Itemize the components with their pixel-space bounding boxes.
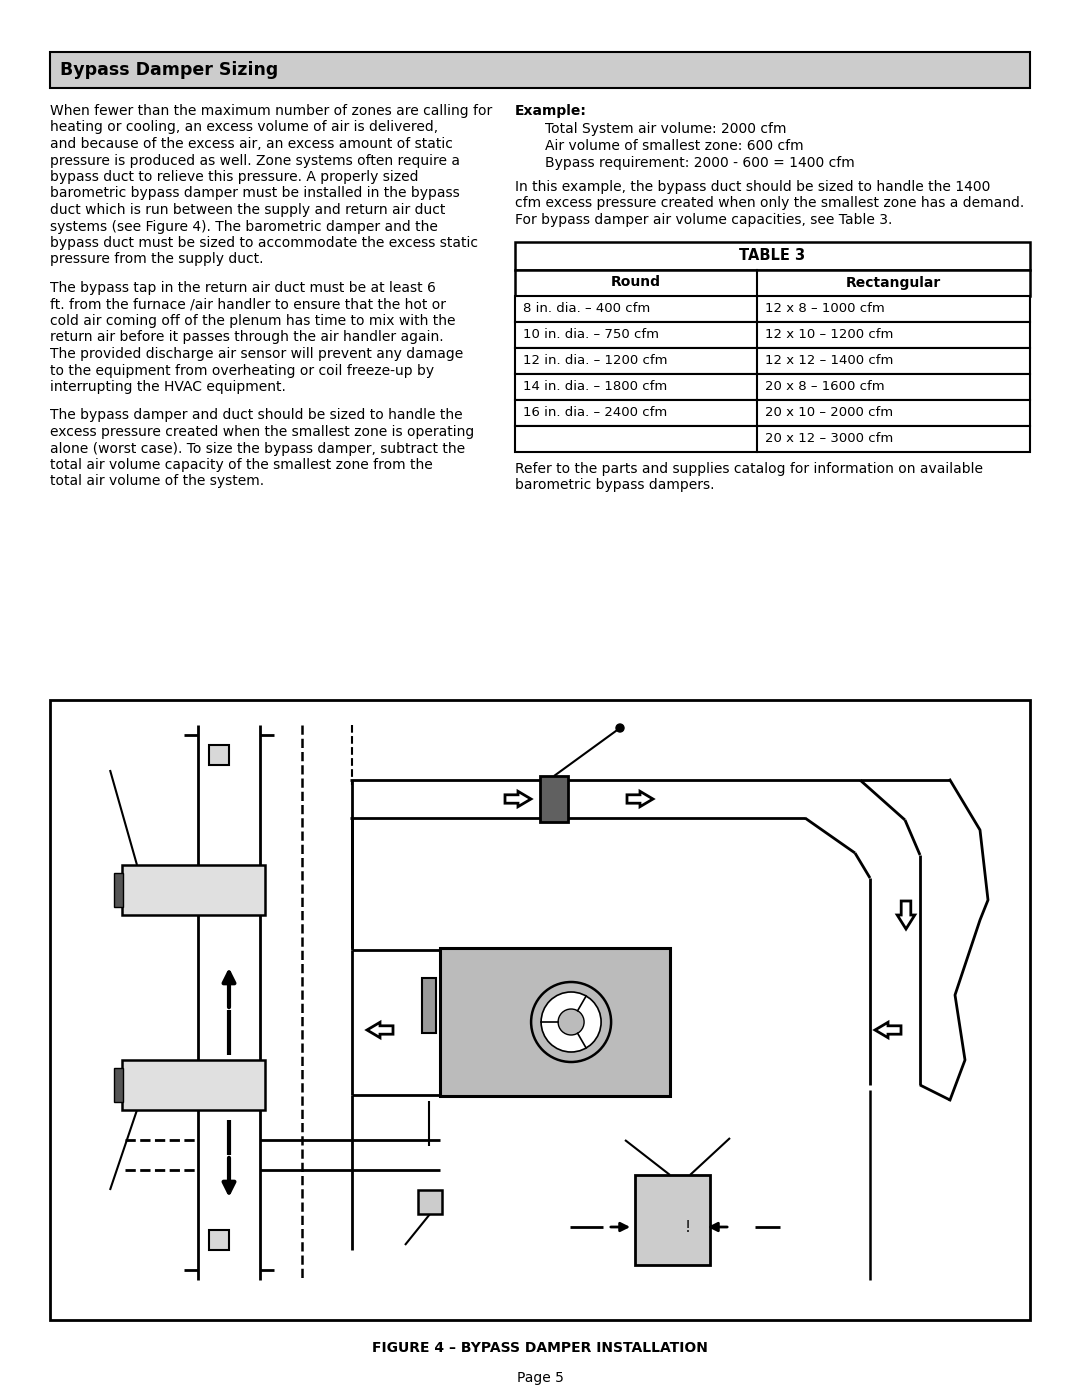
Text: Rectangular: Rectangular	[846, 275, 941, 289]
Text: For bypass damper air volume capacities, see Table 3.: For bypass damper air volume capacities,…	[515, 212, 892, 226]
Text: Page 5: Page 5	[516, 1370, 564, 1384]
Bar	[515, 426, 1030, 451]
Bar	[122, 1060, 265, 1111]
Text: duct which is run between the supply and return air duct: duct which is run between the supply and…	[50, 203, 445, 217]
Text: and because of the excess air, an excess amount of static: and because of the excess air, an excess…	[50, 137, 453, 151]
Text: alone (worst case). To size the bypass damper, subtract the: alone (worst case). To size the bypass d…	[50, 441, 465, 455]
Text: 20 x 12 – 3000 cfm: 20 x 12 – 3000 cfm	[765, 432, 893, 446]
Text: Refer to the parts and supplies catalog for information on available: Refer to the parts and supplies catalog …	[515, 461, 983, 475]
Bar	[515, 270, 1030, 296]
Circle shape	[531, 982, 611, 1062]
Text: TABLE 3: TABLE 3	[740, 249, 806, 263]
Text: pressure is produced as well. Zone systems often require a: pressure is produced as well. Zone syste…	[50, 154, 460, 168]
Text: When fewer than the maximum number of zones are calling for: When fewer than the maximum number of zo…	[50, 103, 492, 117]
Text: ft. from the furnace /air handler to ensure that the hot or: ft. from the furnace /air handler to ens…	[50, 298, 446, 312]
Bar	[50, 700, 1030, 1320]
Text: The provided discharge air sensor will prevent any damage: The provided discharge air sensor will p…	[50, 346, 463, 360]
Polygon shape	[627, 791, 653, 806]
Text: interrupting the HVAC equipment.: interrupting the HVAC equipment.	[50, 380, 286, 394]
Text: barometric bypass dampers.: barometric bypass dampers.	[515, 478, 715, 492]
Text: total air volume capacity of the smallest zone from the: total air volume capacity of the smalles…	[50, 458, 433, 472]
Text: 12 x 8 – 1000 cfm: 12 x 8 – 1000 cfm	[765, 302, 885, 314]
Polygon shape	[875, 1023, 901, 1038]
Text: bypass duct to relieve this pressure. A properly sized: bypass duct to relieve this pressure. A …	[50, 170, 419, 184]
Text: 12 in. dia. – 1200 cfm: 12 in. dia. – 1200 cfm	[523, 353, 667, 367]
Bar	[418, 1190, 442, 1214]
Polygon shape	[897, 901, 915, 929]
Text: total air volume of the system.: total air volume of the system.	[50, 475, 265, 489]
Text: Example:: Example:	[515, 103, 586, 117]
Bar	[210, 1229, 229, 1250]
Bar	[515, 373, 1030, 400]
Text: pressure from the supply duct.: pressure from the supply duct.	[50, 253, 264, 267]
Text: to the equipment from overheating or coil freeze-up by: to the equipment from overheating or coi…	[50, 363, 434, 377]
Bar	[50, 52, 1030, 88]
Bar	[515, 400, 1030, 426]
Text: return air before it passes through the air handler again.: return air before it passes through the …	[50, 331, 444, 345]
Bar	[122, 865, 265, 915]
Bar	[515, 348, 1030, 373]
Bar	[114, 873, 123, 907]
Circle shape	[541, 992, 602, 1052]
Text: Round: Round	[611, 275, 661, 289]
Text: bypass duct must be sized to accommodate the excess static: bypass duct must be sized to accommodate…	[50, 236, 478, 250]
Bar	[540, 775, 568, 821]
Text: barometric bypass damper must be installed in the bypass: barometric bypass damper must be install…	[50, 187, 460, 201]
Text: In this example, the bypass duct should be sized to handle the 1400: In this example, the bypass duct should …	[515, 180, 990, 194]
Text: Air volume of smallest zone: 600 cfm: Air volume of smallest zone: 600 cfm	[545, 138, 804, 154]
Text: cold air coming off of the plenum has time to mix with the: cold air coming off of the plenum has ti…	[50, 314, 456, 328]
Text: The bypass damper and duct should be sized to handle the: The bypass damper and duct should be siz…	[50, 408, 462, 422]
Text: systems (see Figure 4). The barometric damper and the: systems (see Figure 4). The barometric d…	[50, 219, 437, 233]
Text: 12 x 10 – 1200 cfm: 12 x 10 – 1200 cfm	[765, 328, 893, 341]
Circle shape	[616, 724, 624, 732]
Bar	[114, 1067, 123, 1102]
Bar	[515, 321, 1030, 348]
Text: 8 in. dia. – 400 cfm: 8 in. dia. – 400 cfm	[523, 302, 650, 314]
Bar	[422, 978, 436, 1032]
Text: 14 in. dia. – 1800 cfm: 14 in. dia. – 1800 cfm	[523, 380, 667, 393]
Text: 16 in. dia. – 2400 cfm: 16 in. dia. – 2400 cfm	[523, 407, 667, 419]
Text: Total System air volume: 2000 cfm: Total System air volume: 2000 cfm	[545, 123, 786, 137]
Bar	[440, 949, 670, 1097]
Bar	[515, 296, 1030, 321]
Circle shape	[558, 1009, 584, 1035]
Polygon shape	[505, 791, 531, 806]
Polygon shape	[367, 1023, 393, 1038]
Text: 10 in. dia. – 750 cfm: 10 in. dia. – 750 cfm	[523, 328, 659, 341]
Text: 12 x 12 – 1400 cfm: 12 x 12 – 1400 cfm	[765, 353, 893, 367]
Text: !: !	[685, 1220, 691, 1235]
Bar	[515, 242, 1030, 270]
Text: Bypass Damper Sizing: Bypass Damper Sizing	[60, 61, 279, 80]
Text: The bypass tap in the return air duct must be at least 6: The bypass tap in the return air duct mu…	[50, 281, 436, 295]
Text: FIGURE 4 – BYPASS DAMPER INSTALLATION: FIGURE 4 – BYPASS DAMPER INSTALLATION	[373, 1341, 707, 1355]
Text: heating or cooling, an excess volume of air is delivered,: heating or cooling, an excess volume of …	[50, 120, 438, 134]
Text: cfm excess pressure created when only the smallest zone has a demand.: cfm excess pressure created when only th…	[515, 197, 1024, 211]
Text: excess pressure created when the smallest zone is operating: excess pressure created when the smalles…	[50, 425, 474, 439]
Text: Bypass requirement: 2000 - 600 = 1400 cfm: Bypass requirement: 2000 - 600 = 1400 cf…	[545, 155, 854, 169]
Bar	[210, 745, 229, 766]
Text: 20 x 10 – 2000 cfm: 20 x 10 – 2000 cfm	[765, 407, 893, 419]
Bar	[635, 1175, 710, 1266]
Text: 20 x 8 – 1600 cfm: 20 x 8 – 1600 cfm	[765, 380, 885, 393]
